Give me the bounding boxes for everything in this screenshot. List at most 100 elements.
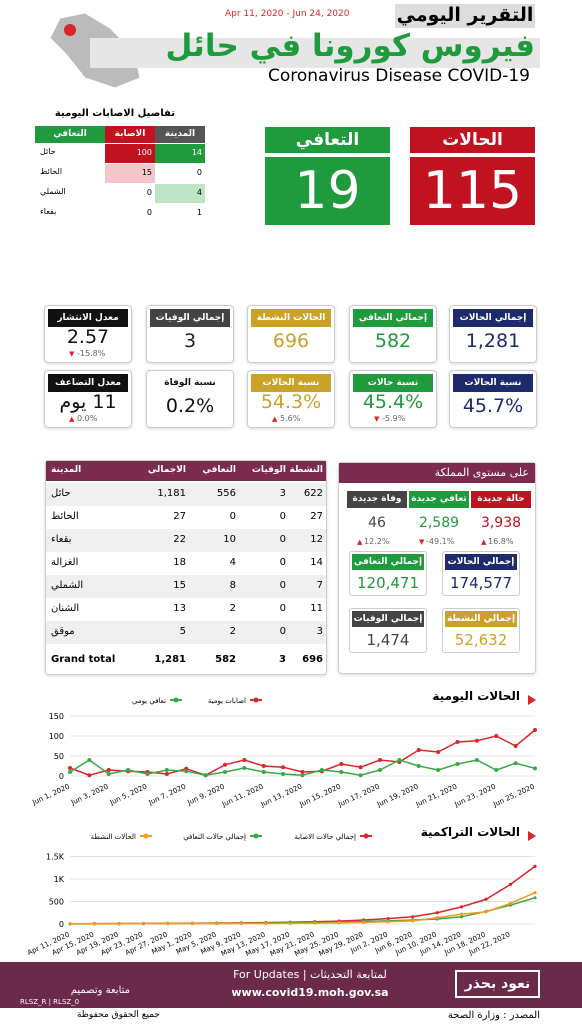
city-cell: 7 — [316, 580, 323, 591]
kpi-card: إجمالي الحالات 1,281 — [449, 305, 537, 363]
kpi-change: -5.9% — [382, 414, 406, 423]
point — [378, 768, 382, 772]
city-header: المدينة الاجمالي التعافي الوفيات النشطة — [46, 461, 326, 481]
table-header: الاصابة — [105, 126, 155, 143]
kpi-card: الحالات النشطة 696 — [247, 305, 335, 363]
kpi-title: معدل التضاعف — [48, 374, 128, 392]
point — [339, 762, 344, 766]
kingdom-new-change: 12.2% — [364, 537, 390, 546]
city-cell: 13 — [173, 603, 186, 614]
big-box-value: 19 — [265, 157, 390, 225]
infection-cell: 100 — [105, 144, 155, 163]
infection-cell: 0 — [105, 184, 155, 203]
x-tick-label: Jun 1, 2020 — [30, 783, 70, 808]
city-cell: 22 — [173, 534, 186, 545]
kpi-value: 11 يوم — [59, 391, 117, 413]
kpi-card: إجمالي التعافي 582 — [349, 305, 437, 363]
point — [288, 921, 292, 925]
x-tick-label: Jun 21, 2020 — [414, 783, 458, 809]
kpi-card: معدل التضاعف 11 يوم ▲ 0.0% — [44, 370, 132, 428]
point — [386, 920, 390, 924]
legend-marker — [143, 833, 149, 839]
url: www.covid19.moh.gov.sa — [231, 986, 389, 999]
legend-marker — [173, 697, 179, 703]
subtitle: Coronavirus Disease COVID-19 — [267, 66, 530, 86]
point — [533, 891, 537, 895]
kpi-title: إجمالي التعافي — [353, 309, 433, 327]
point — [411, 919, 415, 923]
city-cell: 10 — [223, 534, 236, 545]
point — [106, 768, 111, 772]
point — [203, 773, 208, 778]
kingdom-total-title: إجمالي الوفيات — [352, 611, 424, 627]
city-row: الشملي 15 8 0 7 — [46, 575, 326, 598]
point — [435, 916, 439, 920]
city-cell: 14 — [310, 557, 323, 568]
total-cell: 582 — [215, 654, 236, 665]
updates: For Updates | لمتابعة التحديثات — [233, 968, 387, 981]
x-tick-label: Jun 5, 2020 — [108, 783, 148, 808]
y-tick-label: 50 — [54, 752, 64, 761]
kingdom-new-value: 46 — [368, 515, 386, 531]
point — [416, 764, 421, 768]
kpi-title: الحالات النشطة — [251, 309, 331, 327]
kingdom-new-value: 3,938 — [480, 515, 522, 531]
kingdom-total: إجمالي الحالات 174,577 — [442, 551, 520, 596]
design: متابعة وتصميم — [70, 985, 130, 996]
point — [264, 921, 268, 926]
y-tick-label: 0 — [59, 772, 64, 781]
point — [215, 922, 219, 926]
chart-title: الحالات التراكمية — [421, 825, 520, 839]
kingdom-total-title: إجمالي النشطة — [445, 611, 517, 627]
kingdom-new-change: 16.8% — [488, 537, 514, 546]
point — [459, 912, 464, 916]
kpi-title: معدل الانتشار — [48, 309, 128, 327]
x-tick-label: Jun 13, 2020 — [259, 783, 303, 809]
kpi-value: 3 — [183, 330, 197, 352]
table-header: المدينة — [155, 126, 205, 143]
kpi-card: معدل الانتشار 2.57 ▼ -15.8% — [44, 305, 132, 363]
city-cell: حائل — [40, 147, 56, 156]
point — [68, 766, 72, 770]
handles: RLSZ_R | RLSZ_0 — [20, 998, 80, 1006]
city-cell: الحائط — [51, 511, 79, 522]
city-header-cell: النشطة — [289, 465, 323, 475]
y-tick-label: 150 — [49, 712, 64, 721]
x-tick-label: Jun 15, 2020 — [298, 783, 342, 809]
point — [494, 734, 499, 738]
recovery-cell: 14 — [155, 144, 205, 163]
rights: جميع الحقوق محفوظة — [76, 1010, 160, 1020]
big-box-value: 115 — [410, 157, 535, 225]
point — [436, 750, 441, 754]
city-cell: الشملي — [51, 580, 84, 591]
kingdom-new-value: 2,589 — [418, 515, 460, 531]
city-row: الغزالة 18 4 0 14 — [46, 552, 326, 575]
chart-title: الحالات اليومية — [432, 689, 520, 704]
city-cell: 1,181 — [157, 488, 186, 499]
point — [494, 768, 499, 772]
x-tick-label: Jun 25, 2020 — [491, 783, 535, 809]
headline: فيروس كورونا في حائل — [165, 28, 535, 64]
city-cell: 27 — [173, 511, 186, 522]
city-cell: حائل — [51, 488, 71, 499]
date-range: Apr 11, 2020 - Jun 24, 2020 — [225, 9, 350, 19]
point — [484, 910, 488, 914]
city-cell: 3 — [279, 488, 286, 499]
y-tick-label: 1.5K — [46, 853, 65, 862]
point — [164, 768, 169, 772]
legend-label: الحالات النشطة — [91, 833, 137, 841]
city-header-cell: التعافي — [202, 465, 236, 475]
city-cell: الحائط — [40, 167, 63, 176]
city-row: الحائط 27 0 0 27 — [46, 506, 326, 529]
kpi-change: -15.8% — [77, 349, 106, 358]
change-arrow: ▲ — [272, 415, 278, 423]
kingdom-total-value: 120,471 — [356, 574, 420, 592]
city-cell: 15 — [173, 580, 186, 591]
city-cell: موقق — [51, 626, 75, 637]
kpi-value: 2.57 — [66, 326, 110, 348]
city-table: المدينة الاجمالي التعافي الوفيات النشطة حائل 1… — [45, 460, 327, 675]
kpi-card: نسبة الحالات النشطة 54.3% ▲ 5.6% — [247, 370, 335, 428]
kpi-title: إجمالي الحالات — [453, 309, 533, 327]
kpi-value: 696 — [272, 330, 310, 352]
